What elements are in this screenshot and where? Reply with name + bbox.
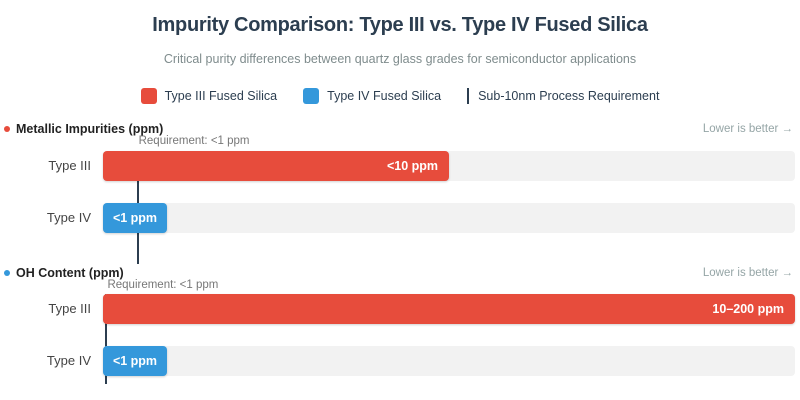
row-label-type-iv: Type IV [46,210,91,225]
type-iv-blue-swatch-icon [303,88,320,104]
section-metallic-impurities: Metallic Impurities (ppm) Lower is bette… [0,120,800,264]
section-header: OH Content (ppm) [4,266,124,280]
legend-label-process-requirement: Sub-10nm Process Requirement [478,89,660,103]
bar-type-iv-oh: <1 ppm [103,346,167,376]
bar-type-iii-metallic: <10 ppm [103,151,449,181]
legend-item-process-requirement: Sub-10nm Process Requirement [467,88,659,104]
bar-value-label: <1 ppm [112,211,158,225]
row-label-type-iv: Type IV [46,353,91,368]
requirement-label: Requirement: <1 ppm [107,279,219,291]
bar-value-label: 10–200 ppm [712,302,784,316]
bar-type-iv-metallic: <1 ppm [103,203,167,233]
lower-is-better-note: Lower is better → [702,267,793,279]
bar-row-type-iv: Type IV <1 ppm [0,346,800,376]
bar-track: <1 ppm [103,203,795,233]
bar-value-label: <1 ppm [112,354,158,368]
legend-item-type-iii: Type III Fused Silica [140,88,278,104]
requirement-label: Requirement: <1 ppm [138,135,250,147]
bar-row-type-iii: Type III <10 ppm [0,151,800,181]
legend-item-type-iv: Type IV Fused Silica [303,88,441,104]
type-iii-red-swatch-icon [140,88,157,104]
bar-row-type-iii: Type III 10–200 ppm [0,294,800,324]
bar-type-iii-oh: 10–200 ppm [103,294,795,324]
section-title: Metallic Impurities (ppm) [16,122,164,136]
bar-value-label: <10 ppm [386,159,438,173]
requirement-line [105,294,108,384]
legend-label-type-iii: Type III Fused Silica [164,89,278,103]
page-subtitle: Critical purity differences between quar… [163,52,637,66]
section-header: Metallic Impurities (ppm) [4,122,163,136]
bar-track: <10 ppm [103,151,795,181]
legend-label-type-iv: Type IV Fused Silica [327,89,442,103]
row-label-type-iii: Type III [48,301,91,316]
bar-row-type-iv: Type IV <1 ppm [0,203,800,233]
lower-is-better-note: Lower is better → [702,123,793,135]
page-title: Impurity Comparison: Type III vs. Type I… [152,14,648,36]
section-title: OH Content (ppm) [16,266,124,280]
legend: Type III Fused Silica Type IV Fused Sili… [0,88,800,104]
bar-track: 10–200 ppm [103,294,795,324]
row-label-type-iii: Type III [48,158,91,173]
blue-bullet-icon [4,270,10,276]
requirement-line-swatch-icon [467,88,470,104]
bar-track: <1 ppm [103,346,795,376]
section-oh-content: OH Content (ppm) Lower is better → Requi… [0,264,800,400]
red-bullet-icon [4,126,10,132]
